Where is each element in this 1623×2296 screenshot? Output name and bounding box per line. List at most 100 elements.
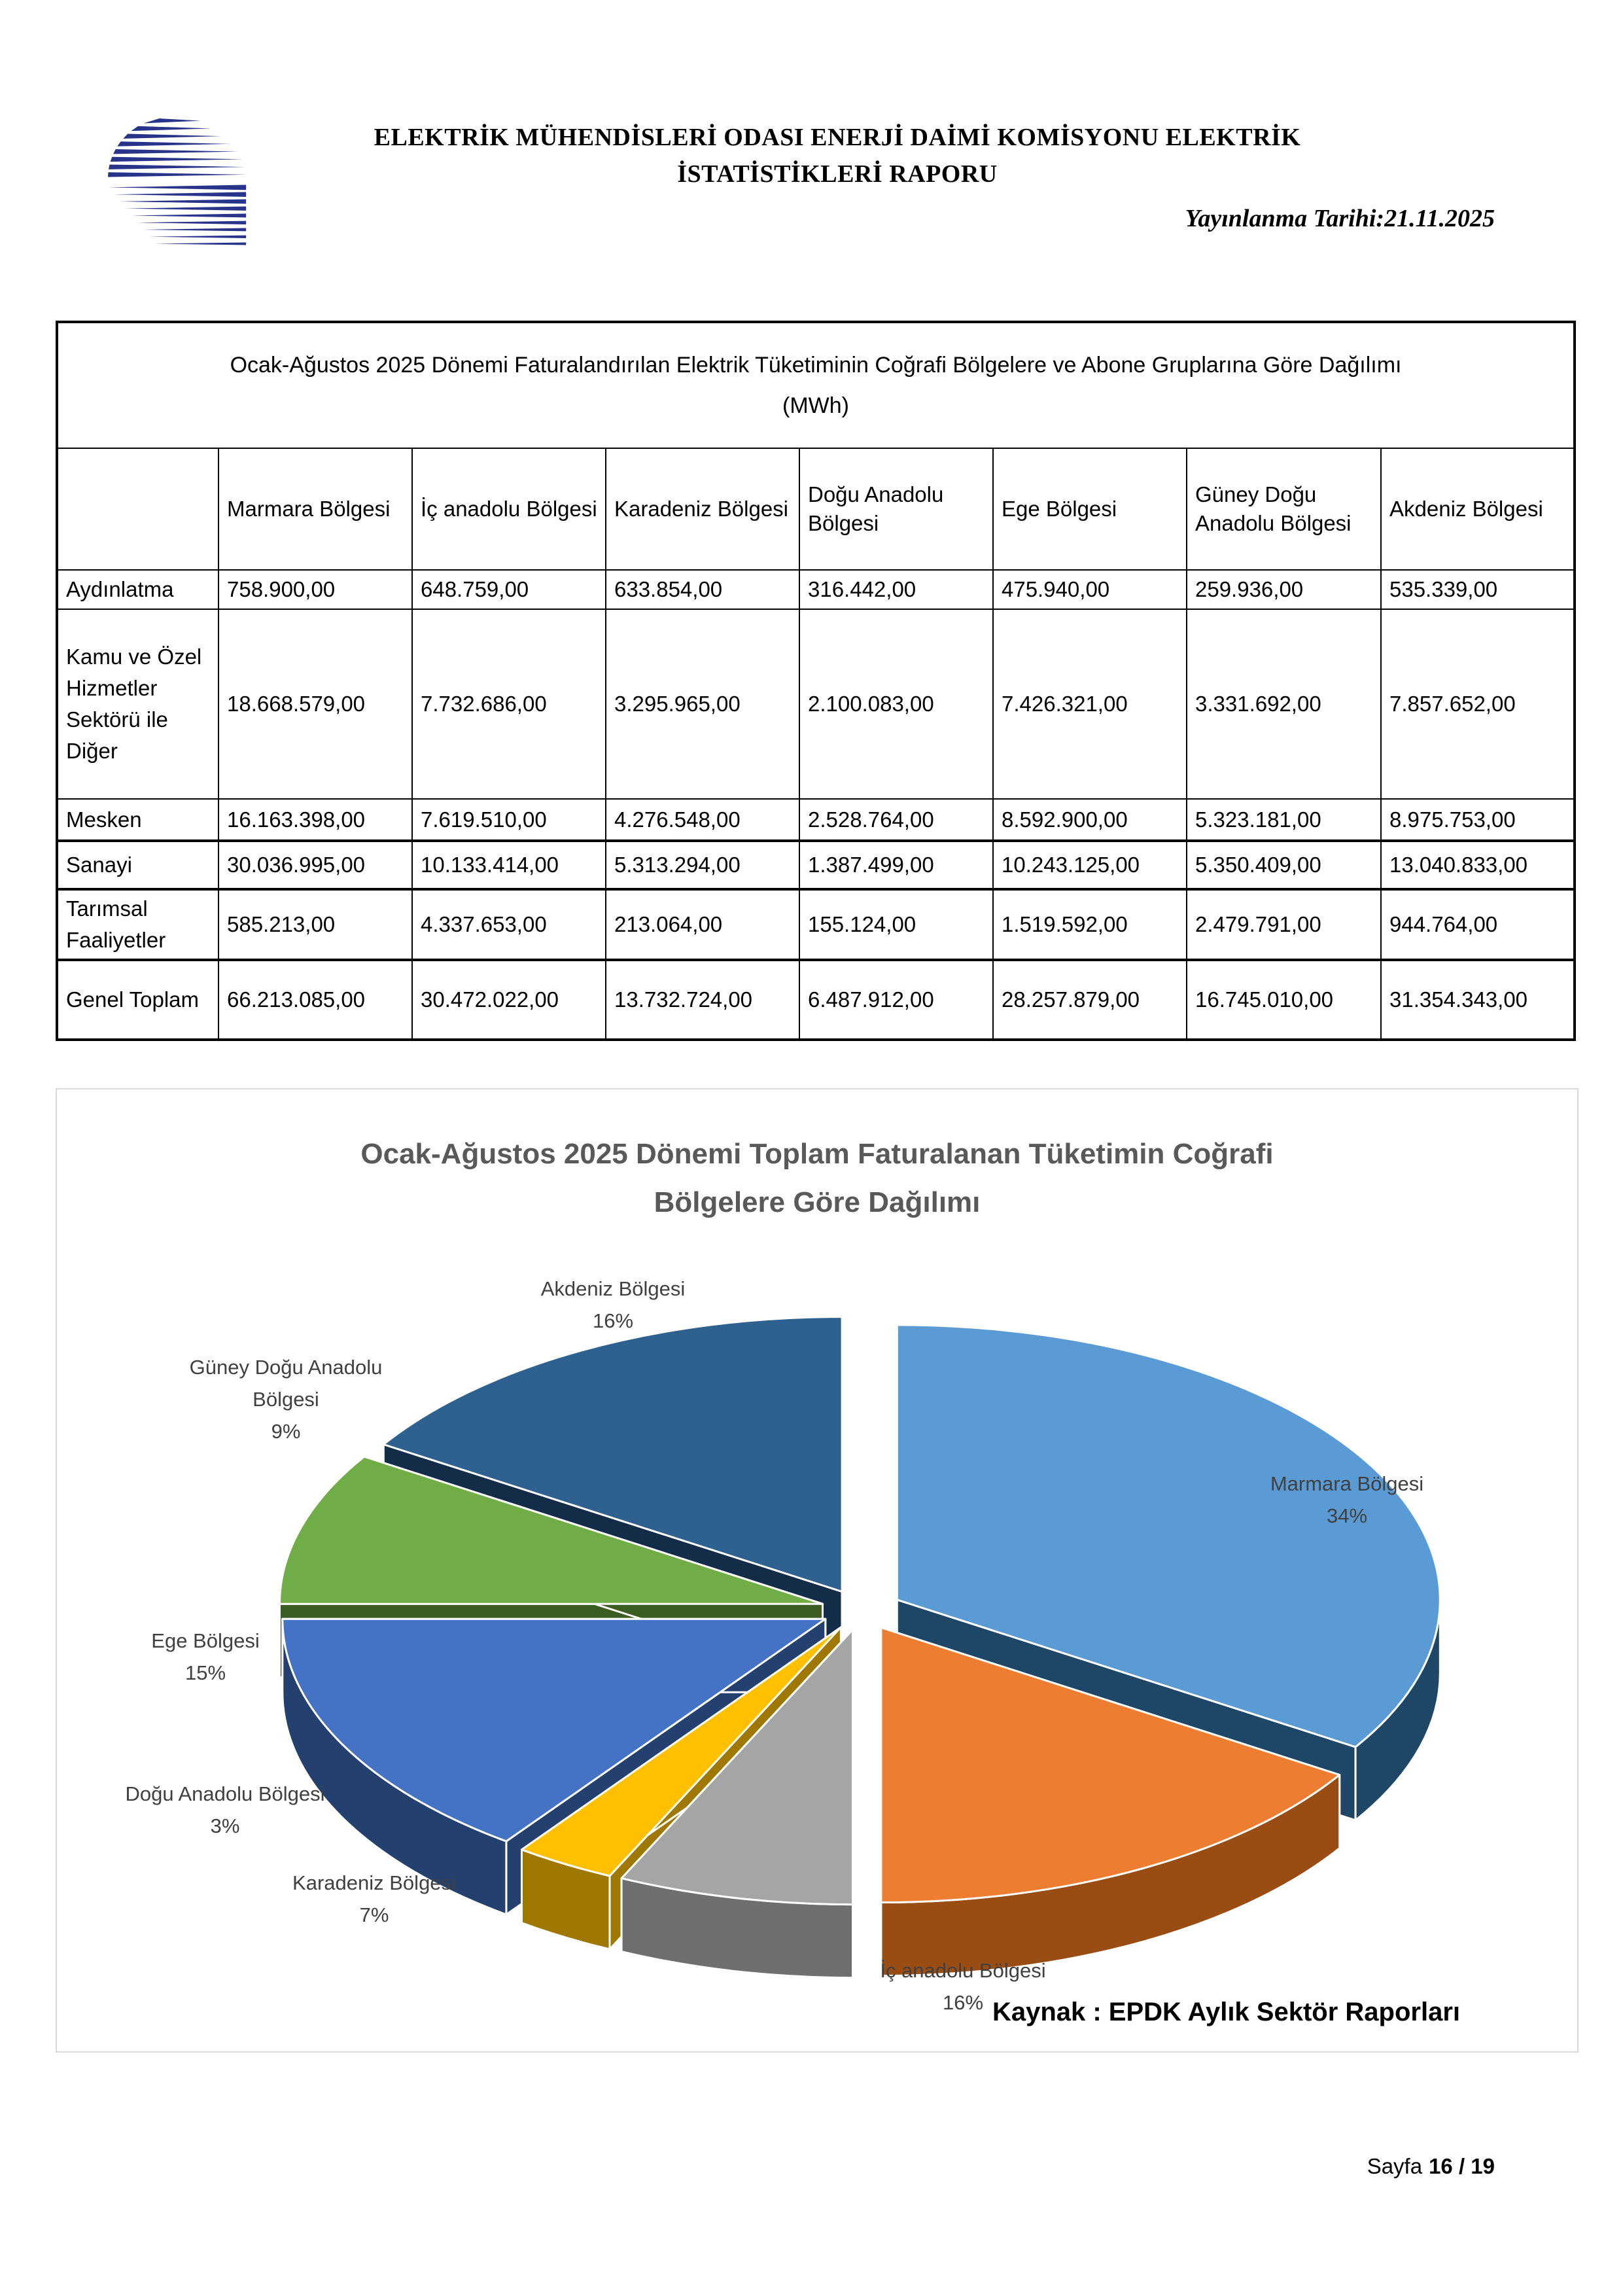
- source-note: Kaynak : EPDK Aylık Sektör Raporları: [992, 1998, 1460, 2026]
- logo-stripe: [123, 133, 221, 139]
- pie-slice-face: [382, 1316, 843, 1593]
- slice-label: Karadeniz Bölgesi 7%: [292, 1867, 456, 1931]
- value-cell: 2.100.083,00: [799, 609, 994, 800]
- logo-stripe: [110, 156, 243, 162]
- value-cell: 5.350.409,00: [1186, 839, 1382, 890]
- value-cell: 535.339,00: [1380, 569, 1576, 610]
- logo-stripe: [131, 126, 211, 132]
- pie-slice-face: [281, 1617, 827, 1843]
- logo-stripe: [126, 206, 247, 211]
- logo-stripe: [154, 242, 247, 245]
- slice-label-line: İç anadolu Bölgesi: [880, 1959, 1046, 1982]
- slice-label-line: Marmara Bölgesi: [1270, 1472, 1424, 1495]
- page-footer-label: Sayfa: [1367, 2154, 1423, 2178]
- slice-label: Doğu Anadolu Bölgesi 3%: [125, 1778, 324, 1842]
- value-cell: 3.331.692,00: [1186, 609, 1382, 800]
- report-title-line2: İSTATİSTİKLERİ RAPORU: [677, 160, 998, 188]
- pie-slice-face: [620, 1629, 854, 1906]
- chart-title-line2: Bölgelere Göre Dağılımı: [654, 1186, 981, 1218]
- value-cell: 213.064,00: [605, 888, 800, 961]
- consumption-table-body: Ocak-Ağustos 2025 Dönemi Faturalandırıla…: [56, 321, 1576, 1040]
- slice-label-line: 16%: [592, 1309, 634, 1332]
- value-cell: 8.592.900,00: [992, 798, 1187, 841]
- column-header: Akdeniz Bölgesi: [1380, 448, 1576, 571]
- table-title-line1: Ocak-Ağustos 2025 Dönemi Faturalandırıla…: [230, 353, 1402, 378]
- value-cell: 2.528.764,00: [799, 798, 994, 841]
- value-cell: 7.732.686,00: [411, 609, 606, 800]
- value-cell: 10.133.414,00: [411, 839, 606, 890]
- slice-label-line: Bölgesi: [253, 1388, 319, 1411]
- column-header: Karadeniz Bölgesi: [605, 448, 800, 571]
- value-cell: 16.163.398,00: [218, 798, 413, 841]
- value-cell: 4.337.653,00: [411, 888, 606, 961]
- logo-stripe: [148, 235, 247, 238]
- value-cell: 155.124,00: [799, 888, 994, 961]
- value-cell: 6.487.912,00: [799, 959, 994, 1040]
- value-cell: 758.900,00: [218, 569, 413, 610]
- logo-stripe: [143, 118, 201, 124]
- publish-date: Yayınlanma Tarihi:21.11.2025: [1185, 205, 1495, 232]
- slice-label-line: 16%: [942, 1991, 984, 2014]
- slice-label-line: Karadeniz Bölgesi: [292, 1871, 456, 1894]
- pie-slice-face: [880, 1627, 1341, 1903]
- table-title-row: Ocak-Ağustos 2025 Dönemi Faturalandırıla…: [56, 321, 1576, 449]
- pie-slice-face: [279, 1455, 824, 1605]
- pie-slice-1: [880, 1627, 1341, 1977]
- column-header: İç anadolu Bölgesi: [411, 448, 606, 571]
- table-row: Mesken 16.163.398,00 7.619.510,00 4.276.548…: [56, 798, 1576, 841]
- pie-chart: [279, 1316, 1441, 1979]
- slice-label-line: Akdeniz Bölgesi: [540, 1277, 686, 1300]
- page-footer: Sayfa 16 / 19: [1367, 2154, 1495, 2179]
- value-cell: 475.940,00: [992, 569, 1187, 610]
- value-cell: 10.243.125,00: [992, 839, 1187, 890]
- value-cell: 259.936,00: [1186, 569, 1382, 610]
- slice-label-line: Güney Doğu Anadolu: [189, 1356, 383, 1379]
- value-cell: 4.276.548,00: [605, 798, 800, 841]
- chart-area: Ocak-Ağustos 2025 Dönemi Toplam Faturala…: [56, 1088, 1579, 2053]
- value-cell: 3.295.965,00: [605, 609, 800, 800]
- value-cell: 13.732.724,00: [605, 959, 800, 1040]
- row-label: Tarımsal Faaliyetler: [56, 888, 219, 961]
- organization-logo: [107, 118, 247, 245]
- pie-slice-face: [896, 1324, 1441, 1748]
- slice-label: Marmara Bölgesi 34%: [1270, 1468, 1423, 1532]
- slice-label: Akdeniz Bölgesi 16%: [541, 1273, 686, 1337]
- row-label: Genel Toplam: [56, 959, 219, 1040]
- table-row: Tarımsal Faaliyetler 585.213,00 4.337.653,…: [56, 888, 1576, 961]
- logo-stripe: [108, 185, 247, 190]
- value-cell: 5.323.181,00: [1186, 798, 1382, 841]
- value-cell: 7.619.510,00: [411, 798, 606, 841]
- logo-stripe: [131, 213, 247, 218]
- chart-title: Ocak-Ağustos 2025 Dönemi Toplam Faturala…: [57, 1130, 1577, 1227]
- value-cell: 30.036.995,00: [218, 839, 413, 890]
- value-cell: 66.213.085,00: [218, 959, 413, 1040]
- table-title: Ocak-Ağustos 2025 Dönemi Faturalandırıla…: [56, 321, 1576, 449]
- value-cell: 316.442,00: [799, 569, 994, 610]
- column-header: Marmara Bölgesi: [218, 448, 413, 571]
- value-cell: 16.745.010,00: [1186, 959, 1382, 1040]
- table-row: Aydınlatma 758.900,00 648.759,00 633.854,00…: [56, 569, 1576, 610]
- consumption-table: Ocak-Ağustos 2025 Dönemi Faturalandırıla…: [56, 321, 1577, 1041]
- pie-slice-face: [520, 1626, 842, 1877]
- value-cell: 944.764,00: [1380, 888, 1576, 961]
- row-label: Sanayi: [56, 839, 219, 890]
- row-label: Kamu ve Özel Hizmetler Sektörü ile Diğer: [56, 609, 219, 800]
- column-header: Güney Doğu Anadolu Bölgesi: [1186, 448, 1382, 571]
- value-cell: 2.479.791,00: [1186, 888, 1382, 961]
- slice-label-line: 9%: [271, 1420, 301, 1443]
- value-cell: 8.975.753,00: [1380, 798, 1576, 841]
- column-header: Doğu Anadolu Bölgesi: [799, 448, 994, 571]
- logo-stripe: [143, 228, 247, 232]
- chart-title-line1: Ocak-Ağustos 2025 Dönemi Toplam Faturala…: [360, 1138, 1274, 1170]
- value-cell: 648.759,00: [411, 569, 606, 610]
- slice-label-line: 7%: [359, 1903, 389, 1926]
- value-cell: 13.040.833,00: [1380, 839, 1576, 890]
- row-label: Mesken: [56, 798, 219, 841]
- report-title-line1: ELEKTRİK MÜHENDİSLERİ ODASI ENERJİ DAİMİ…: [374, 124, 1301, 151]
- report-title: ELEKTRİK MÜHENDİSLERİ ODASI ENERJİ DAİMİ…: [275, 119, 1400, 192]
- page-number: 16 / 19: [1429, 2154, 1495, 2178]
- value-cell: 7.426.321,00: [992, 609, 1187, 800]
- slice-label: İç anadolu Bölgesi 16%: [880, 1954, 1045, 2019]
- slice-label-line: 15%: [184, 1661, 226, 1684]
- logo-stripe: [120, 199, 247, 204]
